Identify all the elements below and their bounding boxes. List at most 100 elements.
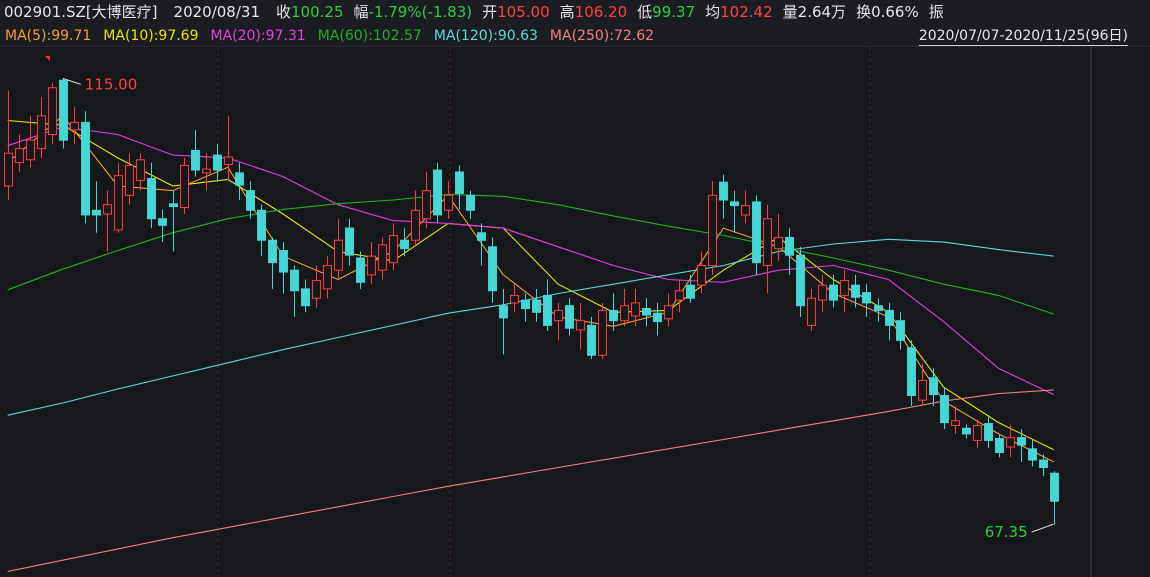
candle-body bbox=[807, 297, 816, 326]
candle-body bbox=[565, 305, 574, 329]
candle-body bbox=[708, 194, 717, 266]
annotation-label: 67.35 bbox=[985, 523, 1028, 541]
field-label: 振 bbox=[928, 3, 944, 21]
candles bbox=[4, 78, 1059, 525]
candle-body bbox=[1006, 437, 1015, 448]
candle-body bbox=[400, 239, 409, 250]
candle-body bbox=[125, 164, 134, 196]
labels: 115.00 67.35 bbox=[62, 75, 1054, 541]
candle-body bbox=[312, 279, 321, 299]
candle-body bbox=[818, 284, 827, 301]
candle-body bbox=[37, 115, 46, 150]
field-label: 均 bbox=[705, 3, 721, 21]
annotation-label: 115.00 bbox=[85, 75, 137, 93]
legend-entry: MA(20):97.31 bbox=[210, 28, 306, 44]
candle-body bbox=[796, 254, 805, 307]
candle-body bbox=[587, 324, 596, 356]
candle-body bbox=[455, 171, 464, 194]
candle-body bbox=[334, 239, 343, 271]
candle-body bbox=[114, 175, 123, 231]
field-label: 低 bbox=[637, 3, 653, 21]
ma-line bbox=[7, 126, 1054, 396]
candle-body bbox=[103, 204, 112, 215]
candle-body bbox=[224, 156, 233, 165]
candle-body bbox=[180, 164, 189, 208]
candle-body bbox=[642, 308, 651, 316]
candle-body bbox=[1039, 459, 1048, 469]
annotation-arrow bbox=[1031, 523, 1054, 533]
candle-body bbox=[609, 309, 618, 322]
header: 002901.SZ[大博医疗] 2020/08/31 收 100.25 幅 -1.79… bbox=[0, 0, 1150, 25]
candle-body bbox=[532, 299, 541, 313]
candle-body bbox=[268, 239, 277, 264]
candle-body bbox=[257, 209, 266, 241]
candle-body bbox=[59, 79, 68, 141]
field-label: 换 bbox=[856, 3, 872, 21]
candle-body bbox=[422, 190, 431, 220]
legend-entry: MA(5):99.71 bbox=[5, 28, 92, 44]
candle-body bbox=[345, 227, 354, 256]
candle-body bbox=[147, 177, 156, 220]
candle-body bbox=[367, 255, 376, 276]
field-label: 高 bbox=[559, 3, 575, 21]
candle-body bbox=[191, 149, 200, 171]
ma-line bbox=[7, 238, 1054, 416]
field-label: 幅 bbox=[353, 3, 369, 21]
candle-body bbox=[48, 87, 57, 136]
candle-body bbox=[290, 269, 299, 292]
candle-body bbox=[984, 423, 993, 441]
field-value: 106.20 bbox=[574, 3, 628, 21]
ma-line bbox=[7, 389, 1054, 572]
candle-body bbox=[885, 309, 894, 326]
candle-body bbox=[411, 209, 420, 241]
candle-body bbox=[840, 279, 849, 296]
corner-marker bbox=[45, 56, 50, 61]
candle-body bbox=[576, 320, 585, 331]
candle-body bbox=[697, 264, 706, 286]
candle-body bbox=[136, 159, 145, 181]
legend-entry: MA(10):97.69 bbox=[103, 28, 199, 44]
candle-body bbox=[92, 209, 101, 216]
candle-body bbox=[686, 284, 695, 299]
ma-legend: MA(5):99.71 MA(10):97.69 MA(20):97.31 MA(60… bbox=[0, 25, 1150, 47]
candle-body bbox=[70, 121, 79, 131]
candle-body bbox=[499, 305, 508, 319]
candle-body bbox=[543, 294, 552, 326]
candle-body bbox=[874, 305, 883, 311]
candle-body bbox=[653, 312, 662, 323]
candle-body bbox=[631, 302, 640, 317]
candle-body bbox=[785, 236, 794, 256]
candle-body bbox=[477, 232, 486, 241]
candle-body bbox=[213, 154, 222, 171]
symbol: 002901.SZ[大博医疗] bbox=[4, 3, 158, 21]
legend-entry: MA(250):72.62 bbox=[549, 28, 655, 44]
range-label[interactable]: 2020/07/07-2020/11/25(96日) bbox=[918, 28, 1128, 46]
field-value: 2.64万 bbox=[797, 3, 847, 21]
candle-body bbox=[554, 309, 563, 322]
candle-body bbox=[719, 181, 728, 201]
candle-body bbox=[378, 244, 387, 271]
candle-body bbox=[279, 250, 288, 273]
field-value: 100.25 bbox=[291, 3, 344, 21]
candle-body bbox=[741, 205, 750, 216]
candle-body bbox=[973, 424, 982, 441]
candle-body bbox=[918, 380, 927, 401]
candle-body bbox=[907, 347, 916, 397]
legend-entry: MA(60):102.57 bbox=[317, 28, 422, 44]
candle-body bbox=[1017, 437, 1026, 446]
candle-body bbox=[433, 169, 442, 216]
candle-body bbox=[929, 377, 938, 396]
candle-body bbox=[1050, 472, 1059, 502]
field-value: 105.00 bbox=[497, 3, 550, 21]
candle-body bbox=[862, 292, 871, 304]
candle-body bbox=[951, 420, 960, 426]
candle-body bbox=[246, 190, 255, 211]
candle-body bbox=[466, 194, 475, 211]
field-value: 102.42 bbox=[720, 3, 773, 21]
candle-body bbox=[1028, 448, 1037, 461]
field-value: 0.66% bbox=[871, 3, 919, 21]
candle-body bbox=[620, 305, 629, 322]
candle-body bbox=[15, 148, 24, 164]
date: 2020/08/31 bbox=[173, 3, 260, 21]
